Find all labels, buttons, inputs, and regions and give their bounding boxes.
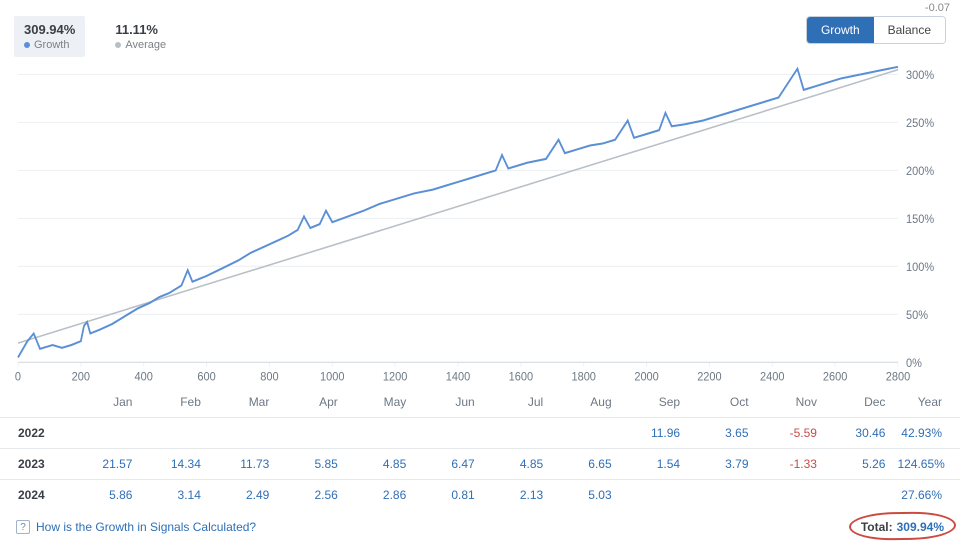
col-header: Jul bbox=[481, 387, 549, 418]
cell: 4.85 bbox=[481, 449, 549, 480]
cell: -5.59 bbox=[755, 418, 823, 449]
legend-average-dot bbox=[115, 42, 121, 48]
legend-growth-value: 309.94% bbox=[24, 22, 75, 37]
help-link[interactable]: ? How is the Growth in Signals Calculate… bbox=[16, 520, 256, 534]
svg-text:1400: 1400 bbox=[446, 370, 471, 384]
svg-text:1800: 1800 bbox=[571, 370, 596, 384]
svg-text:1000: 1000 bbox=[320, 370, 345, 384]
cell: -1.33 bbox=[755, 449, 823, 480]
cell: 5.26 bbox=[823, 449, 891, 480]
legend-growth[interactable]: 309.94% Growth bbox=[14, 16, 85, 57]
svg-text:200%: 200% bbox=[906, 164, 934, 178]
svg-text:600: 600 bbox=[197, 370, 216, 384]
stray-value: -0.07 bbox=[925, 2, 950, 14]
svg-text:250%: 250% bbox=[906, 116, 934, 130]
cell: 3.65 bbox=[686, 418, 754, 449]
total-wrap: Total: 309.94% bbox=[861, 520, 944, 534]
cell: 5.85 bbox=[275, 449, 343, 480]
cell: 3.79 bbox=[686, 449, 754, 480]
info-icon: ? bbox=[16, 520, 30, 534]
table-row: 2022........11.963.65-5.5930.4642.93% bbox=[0, 418, 960, 449]
svg-text:150%: 150% bbox=[906, 212, 934, 226]
view-toggle: Growth Balance bbox=[806, 16, 946, 44]
cell: 5.86 bbox=[70, 480, 138, 511]
cell: 30.46 bbox=[823, 418, 891, 449]
cell: 6.47 bbox=[412, 449, 480, 480]
svg-text:800: 800 bbox=[260, 370, 279, 384]
monthly-table: JanFebMarAprMayJunJulAugSepOctNovDecYear… bbox=[0, 387, 960, 510]
legend-growth-label: Growth bbox=[34, 39, 69, 51]
col-header: Aug bbox=[549, 387, 617, 418]
svg-text:2400: 2400 bbox=[760, 370, 785, 384]
cell: 0.81 bbox=[412, 480, 480, 511]
svg-text:2600: 2600 bbox=[823, 370, 848, 384]
legend-growth-dot bbox=[24, 42, 30, 48]
col-header: Apr bbox=[275, 387, 343, 418]
cell: 14.34 bbox=[138, 449, 206, 480]
col-header: Mar bbox=[207, 387, 275, 418]
svg-text:100%: 100% bbox=[906, 260, 934, 274]
col-header: Jan bbox=[70, 387, 138, 418]
col-header: Oct bbox=[686, 387, 754, 418]
toggle-balance-button[interactable]: Balance bbox=[874, 17, 945, 43]
cell: 1.54 bbox=[618, 449, 686, 480]
legend-average-value: 11.11% bbox=[115, 22, 158, 37]
cell: 11.73 bbox=[207, 449, 275, 480]
footer: ? How is the Growth in Signals Calculate… bbox=[0, 510, 960, 546]
cell: 2.49 bbox=[207, 480, 275, 511]
cell: 4.85 bbox=[344, 449, 412, 480]
cell: 27.66% bbox=[891, 480, 960, 511]
total-label: Total: bbox=[861, 520, 893, 534]
row-year: 2024 bbox=[0, 480, 70, 511]
col-header: Sep bbox=[618, 387, 686, 418]
top-bar: 309.94% Growth 11.11% Average Growth Bal… bbox=[0, 0, 960, 61]
legend-average-label: Average bbox=[125, 39, 166, 51]
row-year: 2023 bbox=[0, 449, 70, 480]
svg-text:2000: 2000 bbox=[634, 370, 659, 384]
cell: 2.13 bbox=[481, 480, 549, 511]
total-value: 309.94% bbox=[897, 520, 944, 534]
chart-area: 0% 50% 100% 150% 200% 250% 300% 0 200 400 600 800 10… bbox=[0, 61, 960, 387]
svg-text:2800: 2800 bbox=[886, 370, 911, 384]
svg-text:50%: 50% bbox=[906, 308, 928, 322]
table-row: 202321.5714.3411.735.854.856.474.856.651… bbox=[0, 449, 960, 480]
svg-text:0%: 0% bbox=[906, 356, 922, 370]
growth-chart[interactable]: 0% 50% 100% 150% 200% 250% 300% 0 200 400 600 800 10… bbox=[14, 61, 946, 387]
cell: 6.65 bbox=[549, 449, 617, 480]
cell: 42.93% bbox=[891, 418, 960, 449]
table-row: 20245.863.142.492.562.860.812.135.03....… bbox=[0, 480, 960, 511]
svg-text:200: 200 bbox=[72, 370, 91, 384]
cell: 21.57 bbox=[70, 449, 138, 480]
svg-text:400: 400 bbox=[135, 370, 154, 384]
svg-text:0: 0 bbox=[15, 370, 22, 384]
row-year: 2022 bbox=[0, 418, 70, 449]
col-header: Jun bbox=[412, 387, 480, 418]
col-header: Feb bbox=[138, 387, 206, 418]
cell: 2.56 bbox=[275, 480, 343, 511]
cell: 124.65% bbox=[891, 449, 960, 480]
svg-text:1200: 1200 bbox=[383, 370, 408, 384]
svg-text:1600: 1600 bbox=[509, 370, 534, 384]
cell: 11.96 bbox=[618, 418, 686, 449]
toggle-growth-button[interactable]: Growth bbox=[807, 17, 874, 43]
col-header: Nov bbox=[755, 387, 823, 418]
legend-average[interactable]: 11.11% Average bbox=[105, 16, 176, 57]
svg-text:300%: 300% bbox=[906, 68, 934, 82]
cell: 5.03 bbox=[549, 480, 617, 511]
help-text: How is the Growth in Signals Calculated? bbox=[36, 520, 256, 534]
cell: 2.86 bbox=[344, 480, 412, 511]
cell: 3.14 bbox=[138, 480, 206, 511]
col-header: May bbox=[344, 387, 412, 418]
col-header: Dec bbox=[823, 387, 891, 418]
col-header: Year bbox=[891, 387, 960, 418]
svg-text:2200: 2200 bbox=[697, 370, 722, 384]
